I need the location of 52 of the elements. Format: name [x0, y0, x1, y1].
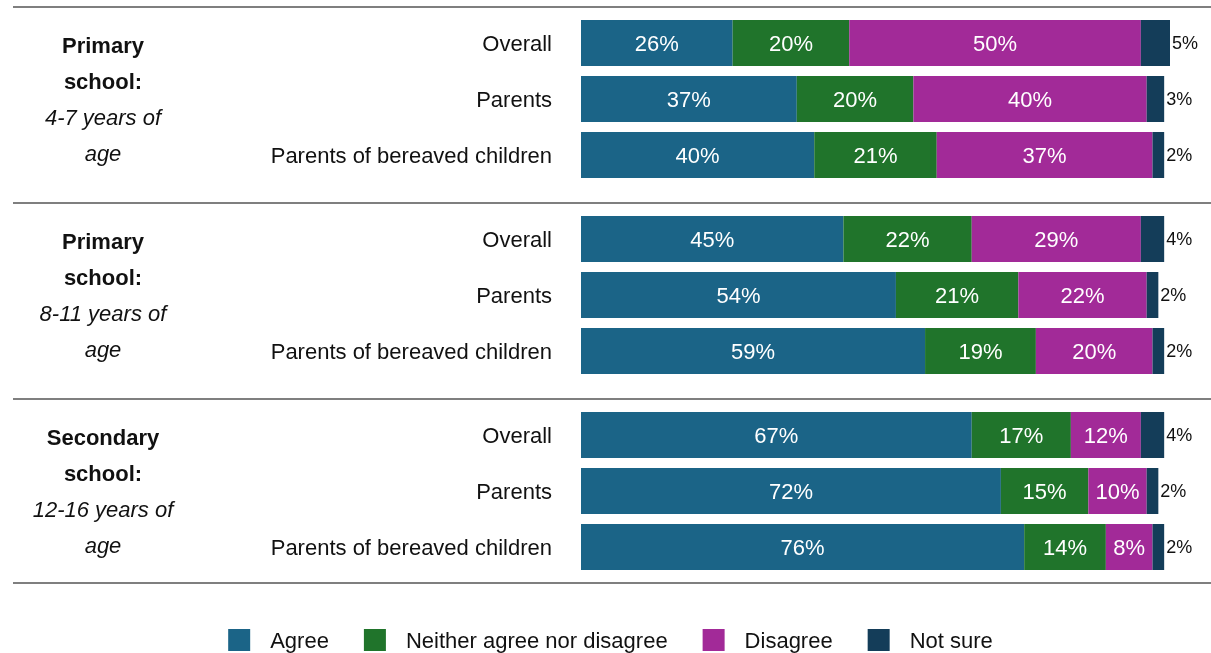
data-label: 2% [1160, 285, 1187, 306]
data-label: 59% [731, 338, 776, 364]
data-label: 20% [1072, 338, 1117, 364]
data-label: 5% [1172, 33, 1199, 54]
data-label: 21% [935, 282, 980, 308]
data-label: 2% [1166, 145, 1193, 166]
data-label: 20% [833, 86, 878, 112]
legend-label: Neither agree nor disagree [405, 627, 668, 653]
y-tick-label: Parents of bereaved children [270, 534, 552, 560]
data-label: 10% [1095, 478, 1140, 504]
data-label: 2% [1160, 481, 1187, 502]
y-tick-label: Parents of bereaved children [270, 142, 552, 168]
data-label: 2% [1166, 341, 1193, 362]
data-label: 20% [768, 30, 813, 56]
data-label: 19% [958, 338, 1003, 364]
data-label: 17% [999, 422, 1044, 448]
data-label: 12% [1083, 422, 1128, 448]
data-label: 50% [973, 30, 1018, 56]
y-tick-label: Parents [476, 478, 552, 504]
data-label: 3% [1166, 89, 1193, 110]
data-label: 54% [716, 282, 761, 308]
data-label: 4% [1166, 425, 1193, 446]
data-label: 8% [1113, 534, 1146, 560]
data-label: 76% [780, 534, 825, 560]
text: Secondary school: 12-16 years of age [32, 424, 177, 558]
text: Primary school: 8-11 years of age [39, 228, 170, 362]
legend-label: Disagree [744, 627, 833, 653]
data-label: 15% [1022, 478, 1067, 504]
y-tick-label: Overall [482, 422, 552, 448]
data-label: 22% [885, 226, 930, 252]
data-label: 14% [1043, 534, 1088, 560]
data-label: 37% [666, 86, 711, 112]
data-label: 29% [1034, 226, 1079, 252]
legend-label: Agree [270, 627, 329, 653]
y-tick-label: Parents of bereaved children [270, 338, 552, 364]
legend-label: Not sure [909, 627, 993, 653]
data-label: 26% [634, 30, 679, 56]
data-label: 72% [768, 478, 813, 504]
y-tick-label: Parents [476, 86, 552, 112]
data-label: 67% [754, 422, 799, 448]
data-label: 40% [1008, 86, 1053, 112]
y-tick-label: Overall [482, 30, 552, 56]
data-label: 2% [1166, 537, 1193, 558]
data-label: 45% [690, 226, 735, 252]
data-label: 40% [675, 142, 720, 168]
data-label: 21% [853, 142, 898, 168]
y-tick-label: Overall [482, 226, 552, 252]
data-label: 22% [1060, 282, 1105, 308]
y-tick-label: Parents [476, 282, 552, 308]
data-label: 37% [1022, 142, 1067, 168]
text: Primary school: 4-7 years of age [44, 32, 164, 166]
data-label: 4% [1166, 229, 1193, 250]
